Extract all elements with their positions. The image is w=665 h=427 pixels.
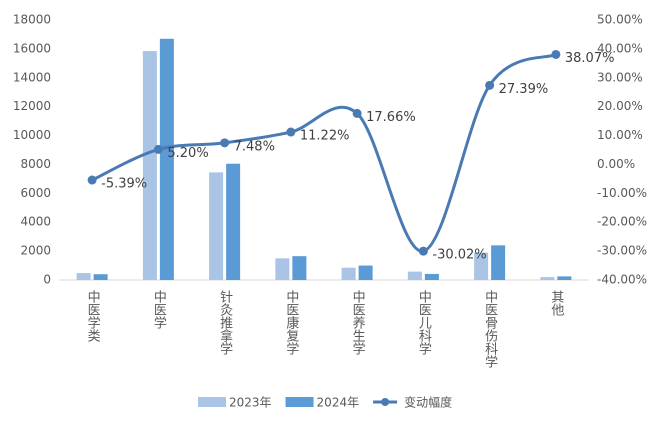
bar <box>540 277 555 280</box>
line-marker <box>352 108 362 118</box>
line-marker <box>418 246 428 256</box>
data-label: 5.20% <box>167 146 208 161</box>
y-tick-label: 0 <box>43 273 51 287</box>
x-tick-label: 中医康复学 <box>283 290 299 355</box>
legend-label: 2023年 <box>229 396 272 410</box>
bar <box>275 258 290 280</box>
bar <box>142 51 157 280</box>
bar <box>226 163 241 280</box>
y2-tick-label: 40.00% <box>597 41 643 55</box>
y-tick-label: 16000 <box>13 41 51 55</box>
bar <box>341 267 356 280</box>
y-tick-label: 8000 <box>20 157 51 171</box>
bar <box>557 276 572 280</box>
x-tick-label: 中医学 <box>151 290 167 329</box>
y2-tick-label: 10.00% <box>597 128 643 142</box>
y2-tick-label: -30.00% <box>597 244 647 258</box>
legend-swatch <box>381 398 390 406</box>
y-tick-label: 6000 <box>20 186 51 200</box>
y-tick-label: 18000 <box>13 13 51 27</box>
bar <box>159 38 174 281</box>
y2-tick-label: 50.00% <box>597 13 643 27</box>
line-marker <box>87 175 97 185</box>
y2-tick-label: -40.00% <box>597 273 647 287</box>
bar <box>358 265 373 280</box>
y2-tick-label: 0.00% <box>597 157 635 171</box>
x-tick-label: 中医学类 <box>85 290 101 342</box>
data-label: 11.22% <box>300 129 350 144</box>
y-tick-label: 12000 <box>13 99 51 113</box>
bar <box>292 256 307 280</box>
line-marker <box>153 144 163 154</box>
y-tick-label: 4000 <box>20 215 51 229</box>
line-marker <box>286 127 296 137</box>
x-tick-label: 中医骨伤科学 <box>482 290 498 368</box>
data-label: 7.48% <box>234 139 275 154</box>
data-label: -5.39% <box>101 177 147 192</box>
y-tick-label: 10000 <box>13 128 51 142</box>
bar <box>407 271 422 280</box>
y2-tick-label: 20.00% <box>597 99 643 113</box>
y2-tick-label: -10.00% <box>597 186 647 200</box>
legend-swatch <box>198 397 226 407</box>
data-label: -30.02% <box>432 248 486 263</box>
line-marker <box>220 138 230 148</box>
bar <box>93 274 108 280</box>
y-tick-label: 14000 <box>13 70 51 84</box>
bar <box>491 245 506 280</box>
legend-label: 变动幅度 <box>404 395 452 410</box>
bar <box>209 172 224 280</box>
line-marker <box>551 49 561 59</box>
data-label: 38.07% <box>565 51 615 66</box>
line-marker <box>485 80 495 90</box>
legend-label: 2024年 <box>317 396 360 410</box>
bar <box>474 252 489 280</box>
x-tick-label: 中医养生学 <box>350 290 366 355</box>
data-label: 27.39% <box>499 82 549 97</box>
legend-swatch <box>285 397 314 407</box>
y2-tick-label: 30.00% <box>597 70 643 84</box>
y-tick-label: 2000 <box>20 244 51 258</box>
data-label: 17.66% <box>366 110 416 125</box>
x-tick-label: 中医儿科学 <box>416 290 432 355</box>
bar <box>76 273 91 280</box>
bar <box>424 273 439 280</box>
x-tick-label: 针灸推拿学 <box>217 290 233 355</box>
x-tick-label: 其他 <box>548 290 564 317</box>
y2-tick-label: -20.00% <box>597 215 647 229</box>
